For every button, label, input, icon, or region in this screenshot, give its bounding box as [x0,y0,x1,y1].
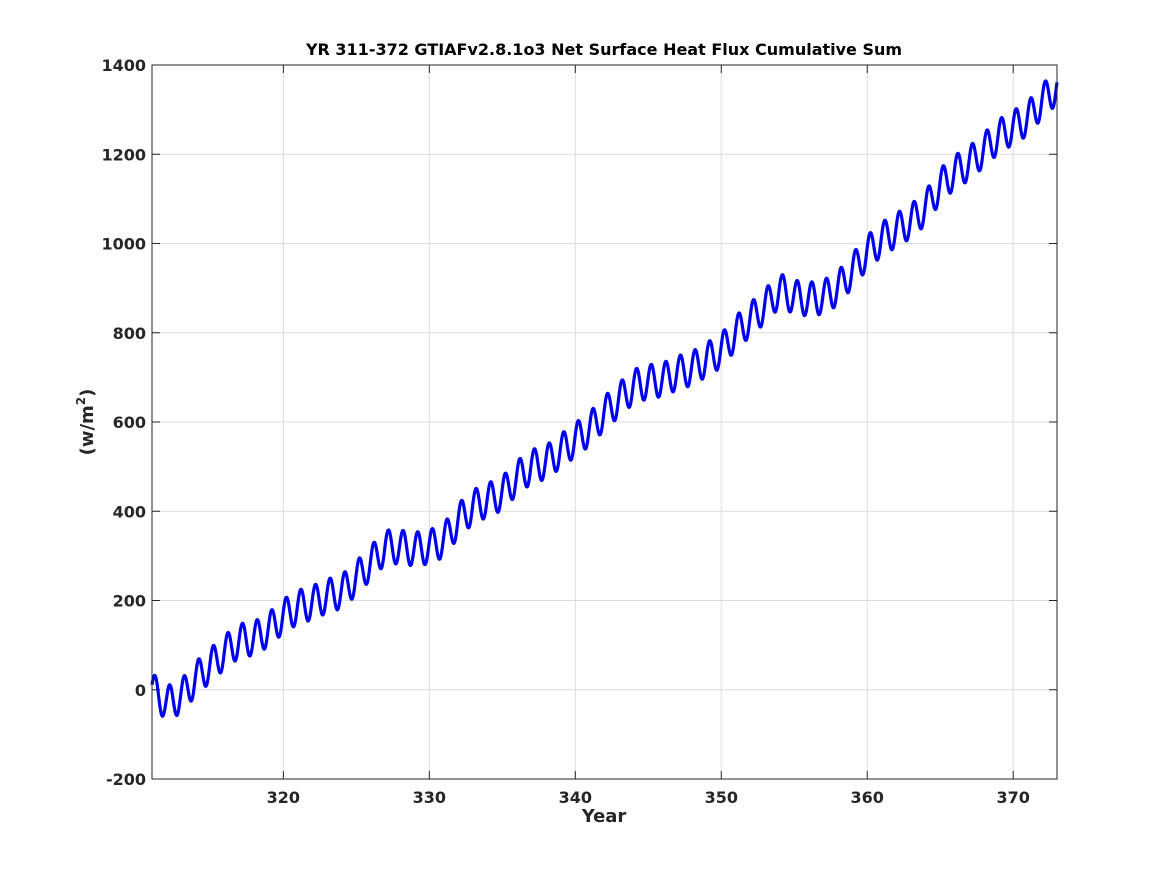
x-tick-label: 330 [413,788,446,807]
plot-frame [151,64,1058,780]
y-tick-label: 600 [113,413,146,432]
x-axis-label: Year [581,806,627,827]
y-tick-label: 1000 [101,235,146,254]
y-tick-label: -200 [106,770,146,789]
chart-title: YR 311-372 GTIAFv2.8.1o3 Net Surface Hea… [305,40,902,59]
y-axis-label-close: ) [77,389,98,397]
y-axis-label-superscript: 2 [74,397,88,405]
tick-labels: 320 330 340 350 360 370 -200 0 200 400 600 800 1000 1… [101,56,1029,807]
cumulative-sum-line [150,79,1059,718]
x-tick-label: 360 [851,788,884,807]
x-tick-label: 340 [559,788,592,807]
x-tick-label: 370 [997,788,1030,807]
y-tick-label: 1200 [101,145,146,164]
series-group [150,79,1059,718]
x-tick-label: 320 [267,788,300,807]
x-tick-label: 350 [705,788,738,807]
y-axis-label: (w/m2) [74,389,98,456]
y-tick-label: 200 [113,592,146,611]
y-tick-label: 0 [135,681,146,700]
y-axis-label-main: (w/m [77,405,98,455]
y-tick-label: 1400 [101,56,146,75]
y-tick-label: 400 [113,502,146,521]
y-tick-label: 800 [113,324,146,343]
